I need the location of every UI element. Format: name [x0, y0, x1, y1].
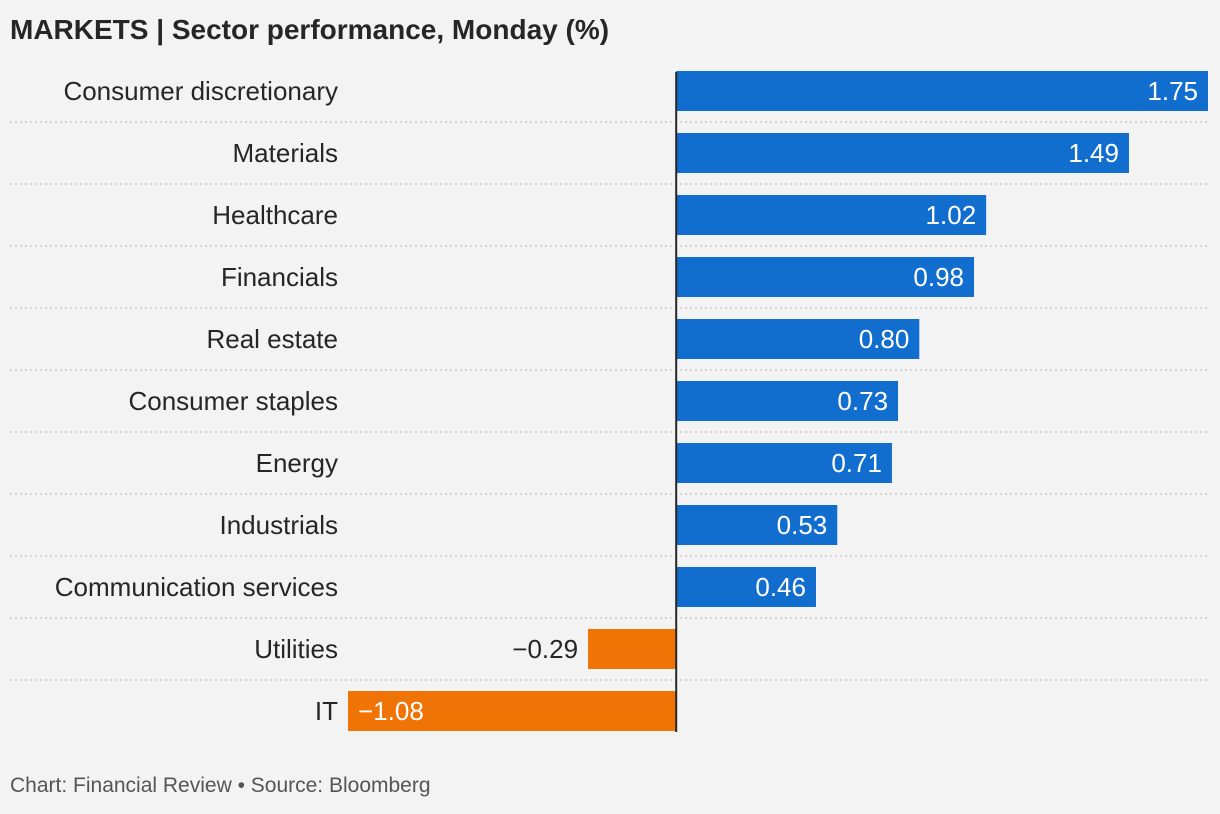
value-label: 0.98: [913, 262, 964, 292]
bar-materials: [676, 133, 1129, 173]
chart-title: MARKETS | Sector performance, Monday (%): [10, 14, 610, 45]
bar-financials: [676, 257, 975, 297]
value-label: 1.49: [1068, 138, 1119, 168]
category-label: Industrials: [220, 510, 339, 540]
bar-real-estate: [676, 319, 920, 359]
value-label: 1.75: [1147, 76, 1198, 106]
category-label: Real estate: [206, 324, 338, 354]
value-label: 0.71: [831, 448, 882, 478]
value-label: −1.08: [358, 696, 424, 726]
value-label: −0.29: [512, 634, 578, 664]
category-label: Consumer staples: [128, 386, 338, 416]
value-label: 1.02: [926, 200, 977, 230]
category-label: Communication services: [55, 572, 338, 602]
category-label: IT: [315, 696, 338, 726]
chart-footer-source: Chart: Financial Review • Source: Bloomb…: [10, 774, 431, 797]
bar-healthcare: [676, 195, 987, 235]
bar-industrials: [676, 505, 838, 545]
value-label: 0.53: [777, 510, 828, 540]
category-label: Materials: [233, 138, 338, 168]
value-labels: 1.75 1.49 1.02 0.98 0.80 0.73 0.71 0.53 0.46 −0.2…: [358, 76, 1198, 726]
bar-it: [348, 691, 677, 731]
bar-energy: [676, 443, 892, 483]
category-label: Utilities: [254, 634, 338, 664]
value-label: 0.80: [859, 324, 910, 354]
category-label: Energy: [256, 448, 338, 478]
category-label: Financials: [221, 262, 338, 292]
bars: [348, 71, 1208, 731]
category-label: Healthcare: [212, 200, 338, 230]
bar-utilities: [588, 629, 677, 669]
value-label: 0.46: [755, 572, 806, 602]
bar-consumer-staples: [676, 381, 899, 421]
bar-communication-services: [676, 567, 816, 607]
bar-consumer-discretionary: [676, 71, 1208, 111]
category-label: Consumer discretionary: [63, 76, 338, 106]
category-labels: Consumer discretionary Materials Healthcar…: [55, 76, 338, 726]
value-label: 0.73: [837, 386, 888, 416]
